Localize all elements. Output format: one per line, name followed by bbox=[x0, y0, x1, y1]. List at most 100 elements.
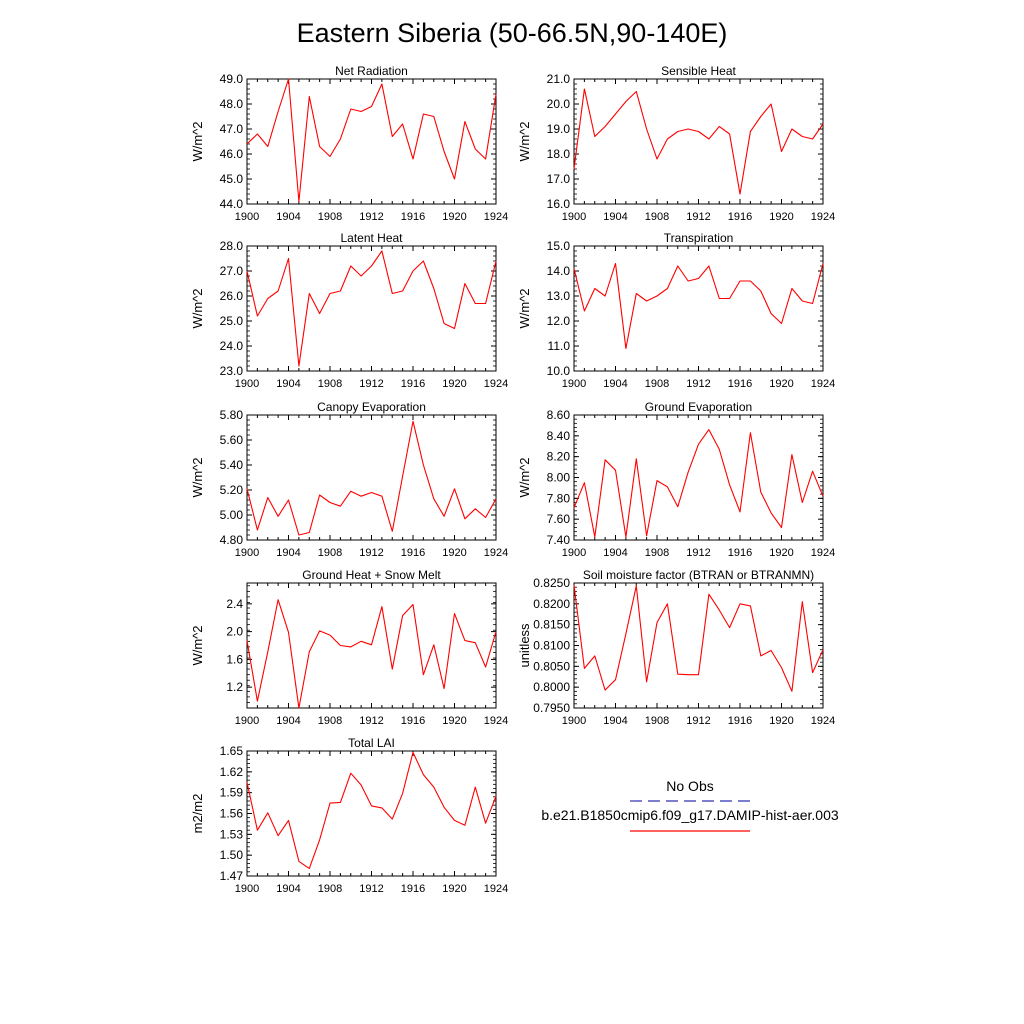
x-tick-label: 1900 bbox=[562, 547, 586, 559]
legend: No Obs b.e21.B1850cmip6.f09_g17.DAMIP-hi… bbox=[541, 778, 839, 832]
panel-frame bbox=[246, 750, 497, 877]
x-tick-label: 1908 bbox=[645, 211, 669, 223]
panel-6: Ground Evaporation W/m^2 1900 1904 1908 1912 1… bbox=[517, 400, 835, 559]
y-tick-label: 18.0 bbox=[547, 147, 571, 161]
x-tick-label: 1924 bbox=[484, 378, 508, 390]
y-tick-label: 2.0 bbox=[226, 625, 243, 639]
series-line-1 bbox=[246, 420, 497, 536]
panel-title: Net Radiation bbox=[335, 64, 408, 78]
x-tick-label: 1916 bbox=[728, 211, 752, 223]
x-tick-label: 1904 bbox=[276, 378, 300, 390]
y-tick-label: 7.60 bbox=[547, 512, 571, 526]
y-tick-label: 11.0 bbox=[548, 339, 571, 353]
x-tick-label: 1916 bbox=[728, 378, 752, 390]
panel-frame bbox=[573, 414, 824, 541]
y-tick-label: 10.0 bbox=[547, 364, 571, 378]
x-tick-label: 1920 bbox=[442, 378, 466, 390]
panel-title: Total LAI bbox=[348, 736, 395, 750]
y-tick-label: 7.40 bbox=[547, 533, 571, 547]
x-tick-label: 1908 bbox=[645, 715, 669, 727]
series-line-1 bbox=[573, 429, 824, 538]
x-tick-label: 1900 bbox=[235, 547, 259, 559]
y-tick-label: 5.80 bbox=[220, 408, 244, 422]
y-tick-label: 45.0 bbox=[220, 172, 244, 186]
y-tick-label: 12.0 bbox=[547, 314, 571, 328]
x-tick-label: 1900 bbox=[562, 211, 586, 223]
series-line-1 bbox=[246, 751, 497, 869]
y-tick-label: 13.0 bbox=[547, 289, 571, 303]
x-tick-label: 1920 bbox=[769, 547, 793, 559]
x-tick-label: 1924 bbox=[811, 547, 835, 559]
y-tick-label: 19.0 bbox=[547, 122, 571, 136]
x-tick-label: 1900 bbox=[235, 883, 259, 895]
panel-4: Transpiration W/m^2 1900 1904 1908 1912 1916 19… bbox=[517, 231, 835, 390]
x-tick-label: 1916 bbox=[401, 378, 425, 390]
y-tick-label: 1.2 bbox=[226, 680, 243, 694]
series-line-1 bbox=[246, 599, 497, 709]
panel-frame bbox=[246, 78, 497, 205]
x-tick-label: 1912 bbox=[686, 547, 710, 559]
y-tick-label: 0.8250 bbox=[533, 576, 570, 590]
x-tick-label: 1924 bbox=[484, 547, 508, 559]
y-tick-label: 1.65 bbox=[220, 744, 244, 758]
panel-title: Canopy Evaporation bbox=[317, 400, 426, 414]
x-tick-label: 1900 bbox=[235, 715, 259, 727]
panel-frame bbox=[573, 582, 824, 709]
y-tick-label: 8.40 bbox=[547, 429, 571, 443]
panel-title: Soil moisture factor (BTRAN or BTRANMN) bbox=[583, 568, 814, 582]
x-tick-label: 1920 bbox=[769, 715, 793, 727]
x-tick-label: 1908 bbox=[318, 715, 342, 727]
legend-model-label: b.e21.B1850cmip6.f09_g17.DAMIP-hist-aer.… bbox=[541, 807, 839, 823]
x-tick-label: 1900 bbox=[235, 378, 259, 390]
x-tick-label: 1916 bbox=[728, 715, 752, 727]
panel-title: Ground Heat + Snow Melt bbox=[302, 568, 441, 582]
panels-group: Net Radiation W/m^2 1900 1904 1908 1912 1916 19… bbox=[190, 64, 835, 895]
series-line-1 bbox=[246, 250, 497, 367]
y-tick-label: 7.80 bbox=[547, 491, 571, 505]
y-tick-label: 26.0 bbox=[220, 289, 244, 303]
x-tick-label: 1924 bbox=[811, 715, 835, 727]
series-line-1 bbox=[573, 88, 824, 195]
x-tick-label: 1912 bbox=[686, 715, 710, 727]
y-tick-label: 21.0 bbox=[547, 72, 571, 86]
x-tick-label: 1900 bbox=[562, 715, 586, 727]
y-tick-label: 2.4 bbox=[226, 597, 243, 611]
legend-obs-label: No Obs bbox=[666, 778, 713, 794]
x-tick-label: 1912 bbox=[359, 883, 383, 895]
x-tick-label: 1920 bbox=[442, 211, 466, 223]
x-tick-label: 1916 bbox=[401, 547, 425, 559]
panel-title: Sensible Heat bbox=[661, 64, 736, 78]
y-tick-label: 27.0 bbox=[220, 264, 244, 278]
x-tick-label: 1908 bbox=[318, 547, 342, 559]
series-line-1 bbox=[573, 585, 824, 692]
y-tick-label: 1.56 bbox=[220, 807, 244, 821]
y-tick-label: 47.0 bbox=[220, 122, 244, 136]
y-tick-label: 1.53 bbox=[220, 827, 244, 841]
y-axis-label: m2/m2 bbox=[190, 794, 205, 834]
y-tick-label: 1.50 bbox=[220, 848, 244, 862]
x-tick-label: 1908 bbox=[318, 378, 342, 390]
y-tick-label: 0.8000 bbox=[533, 680, 570, 694]
y-axis-label: W/m^2 bbox=[190, 288, 205, 328]
x-tick-label: 1912 bbox=[359, 715, 383, 727]
y-axis-label: W/m^2 bbox=[517, 457, 532, 497]
y-tick-label: 5.40 bbox=[220, 458, 244, 472]
y-axis-label: W/m^2 bbox=[517, 121, 532, 161]
y-tick-label: 8.00 bbox=[547, 471, 571, 485]
x-tick-label: 1924 bbox=[811, 211, 835, 223]
x-tick-label: 1920 bbox=[442, 547, 466, 559]
y-tick-label: 24.0 bbox=[220, 339, 244, 353]
y-tick-label: 1.47 bbox=[220, 869, 244, 883]
x-tick-label: 1900 bbox=[235, 211, 259, 223]
x-tick-label: 1912 bbox=[686, 211, 710, 223]
y-tick-label: 5.60 bbox=[220, 433, 244, 447]
y-axis-label: W/m^2 bbox=[190, 457, 205, 497]
panel-title: Ground Evaporation bbox=[645, 400, 752, 414]
panel-frame bbox=[246, 582, 497, 709]
x-tick-label: 1904 bbox=[276, 883, 300, 895]
y-tick-label: 8.20 bbox=[547, 450, 571, 464]
y-tick-label: 0.8150 bbox=[533, 618, 570, 632]
x-tick-label: 1912 bbox=[686, 378, 710, 390]
y-tick-label: 14.0 bbox=[547, 264, 571, 278]
x-tick-label: 1924 bbox=[811, 378, 835, 390]
